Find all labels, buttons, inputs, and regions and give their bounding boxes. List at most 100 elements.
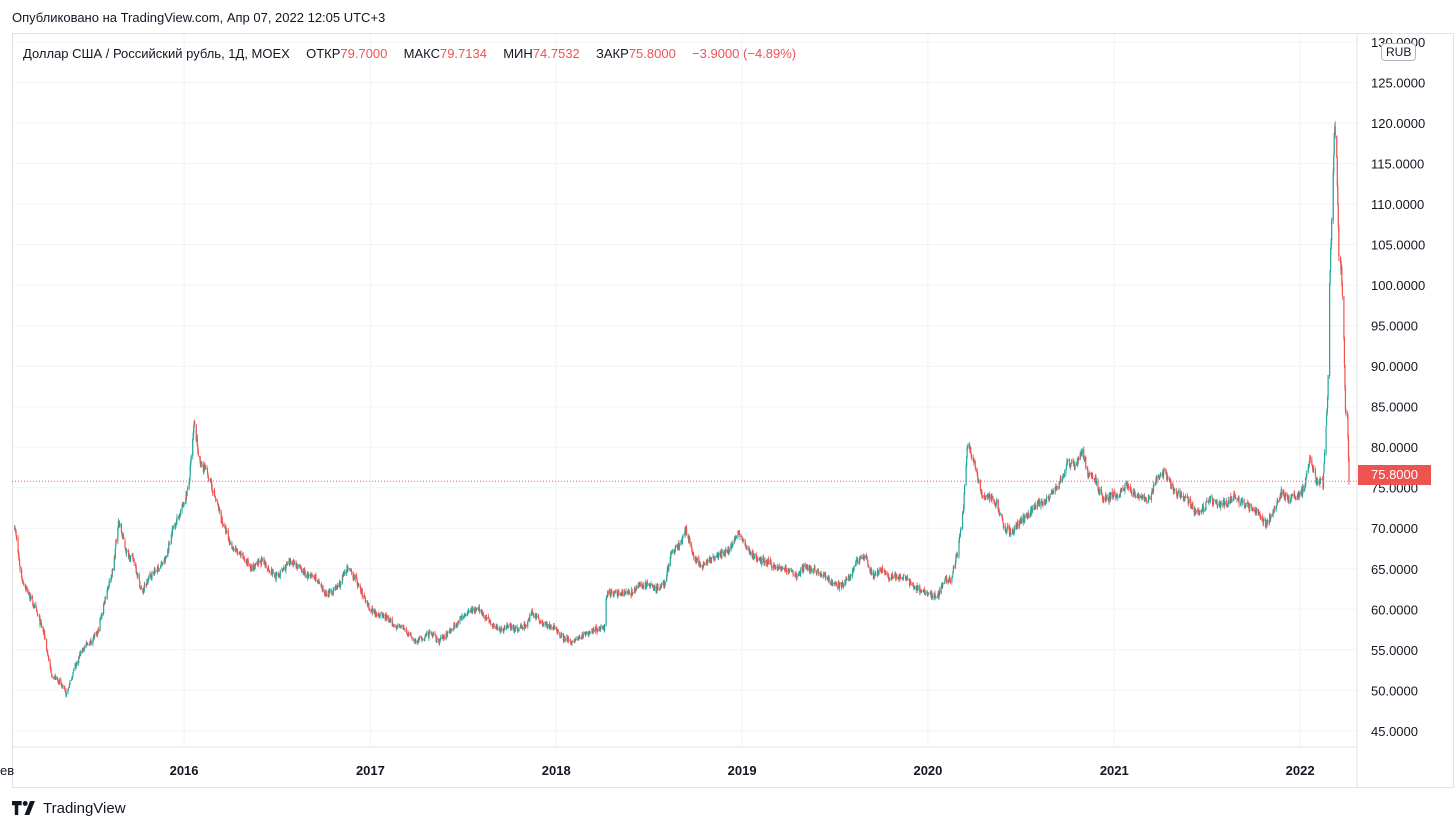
candle-body bbox=[789, 569, 791, 570]
candle-body bbox=[1337, 187, 1339, 206]
candle-body bbox=[553, 625, 555, 629]
candle-body bbox=[557, 629, 559, 632]
candle-body bbox=[175, 521, 178, 524]
candle-body bbox=[1288, 496, 1290, 504]
candle-body bbox=[1346, 413, 1349, 417]
candle-body bbox=[1306, 472, 1308, 477]
candle-body bbox=[632, 593, 634, 594]
candle-body bbox=[816, 570, 818, 575]
candle-body bbox=[785, 565, 787, 569]
candle-body bbox=[756, 560, 758, 561]
candle-body bbox=[430, 632, 433, 634]
candle-body bbox=[971, 457, 973, 458]
candle-body bbox=[232, 547, 235, 550]
candle-body bbox=[1138, 495, 1140, 499]
candle-body bbox=[1175, 490, 1177, 494]
candle-body bbox=[491, 625, 493, 627]
candle-body bbox=[467, 610, 469, 612]
candle-body bbox=[582, 633, 584, 638]
candle-body bbox=[158, 568, 160, 572]
candle-body bbox=[1002, 521, 1004, 527]
candle-body bbox=[488, 617, 490, 622]
candle-body bbox=[757, 558, 759, 561]
candle-body bbox=[1090, 472, 1092, 475]
candle-body bbox=[118, 521, 120, 523]
candle-body bbox=[235, 548, 237, 552]
candle-body bbox=[244, 560, 246, 561]
candle-body bbox=[794, 574, 797, 577]
candle-body bbox=[1099, 489, 1101, 495]
candle-body bbox=[481, 611, 484, 616]
candle-body bbox=[1058, 481, 1060, 488]
candle-body bbox=[168, 542, 170, 551]
candle-body bbox=[984, 499, 986, 501]
candle-body bbox=[214, 496, 216, 498]
candle-body bbox=[681, 538, 684, 542]
candle-body bbox=[914, 586, 916, 589]
candle-body bbox=[745, 545, 747, 549]
candle-body bbox=[956, 553, 958, 556]
candle-body bbox=[100, 615, 102, 619]
candle-body bbox=[1127, 485, 1129, 487]
candle-body bbox=[1091, 472, 1093, 479]
candle-body bbox=[51, 676, 53, 678]
candle-body bbox=[951, 577, 953, 582]
candle-body bbox=[308, 575, 310, 577]
candle-body bbox=[443, 635, 445, 639]
candle-body bbox=[411, 638, 413, 640]
candle-body bbox=[60, 679, 62, 683]
candle-body bbox=[1291, 495, 1294, 497]
candle-body bbox=[1151, 489, 1153, 494]
candle-body bbox=[1220, 503, 1222, 505]
candle-body bbox=[146, 580, 148, 586]
candle-body bbox=[1143, 495, 1145, 500]
candle-body bbox=[107, 587, 109, 589]
candle-body bbox=[769, 560, 771, 565]
candle-body bbox=[193, 425, 195, 434]
candle-body bbox=[1238, 497, 1240, 505]
chart-pane[interactable] bbox=[12, 33, 1454, 788]
candle-body bbox=[885, 573, 887, 575]
candle-body bbox=[1029, 515, 1031, 518]
candle-body bbox=[1106, 496, 1108, 498]
candle-body bbox=[923, 589, 925, 593]
candle-body bbox=[827, 577, 829, 579]
candle-body bbox=[509, 623, 512, 629]
candle-body bbox=[487, 616, 490, 619]
candle-body bbox=[614, 592, 616, 594]
candle-body bbox=[1312, 467, 1314, 473]
candle-body bbox=[1318, 482, 1320, 484]
candle-body bbox=[738, 531, 740, 533]
candle-body bbox=[1144, 499, 1146, 501]
candle-body bbox=[1006, 525, 1008, 529]
candle-body bbox=[1100, 489, 1103, 495]
candle-body bbox=[885, 572, 887, 574]
candle-body bbox=[924, 592, 926, 594]
tradingview-brand[interactable]: TradingView bbox=[12, 799, 126, 817]
candle-body bbox=[268, 571, 271, 573]
candle-body bbox=[728, 546, 730, 552]
candle-body bbox=[1168, 478, 1170, 480]
candle-body bbox=[1047, 496, 1050, 500]
candle-body bbox=[211, 491, 214, 494]
candle-body bbox=[1279, 497, 1281, 501]
candle-body bbox=[767, 559, 770, 564]
candle-body bbox=[343, 571, 346, 575]
candle-body bbox=[1302, 485, 1304, 492]
candle-body bbox=[26, 586, 28, 589]
currency-button[interactable]: RUB bbox=[1381, 43, 1417, 61]
candle-body bbox=[496, 624, 498, 628]
candle-body bbox=[556, 628, 558, 632]
candle-body bbox=[954, 562, 957, 569]
candle-body bbox=[132, 556, 134, 561]
candle-body bbox=[857, 558, 859, 564]
price-tick-label: 55.0000 bbox=[1371, 643, 1418, 658]
time-tick-label: ев bbox=[0, 763, 14, 778]
candle-body bbox=[1273, 508, 1275, 513]
candle-body bbox=[1266, 520, 1269, 522]
candle-body bbox=[175, 524, 177, 528]
candle-body bbox=[1186, 496, 1188, 498]
candle-body bbox=[1225, 501, 1227, 505]
candle-body bbox=[877, 570, 879, 575]
